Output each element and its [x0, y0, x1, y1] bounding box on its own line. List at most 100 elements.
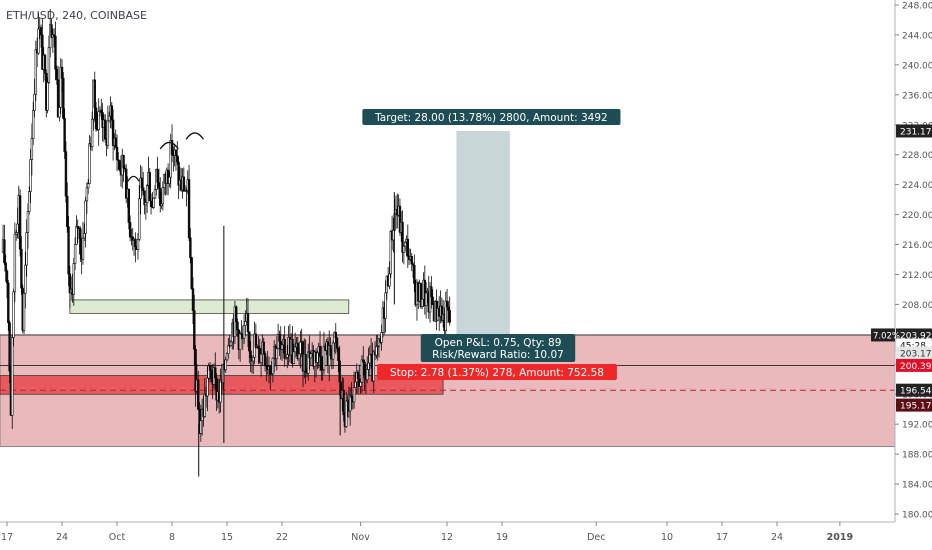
candle	[97, 111, 100, 130]
candle	[12, 291, 15, 338]
x-tick-label: 22	[276, 532, 288, 543]
candle	[207, 365, 210, 379]
candle	[148, 172, 151, 202]
candle	[257, 345, 260, 349]
y-tick-label: 208.00	[902, 301, 932, 311]
x-tick-label: Nov	[351, 532, 370, 543]
y-tick-label: 180.00	[902, 511, 932, 521]
candle	[59, 66, 62, 108]
candle	[428, 286, 432, 313]
candle	[236, 321, 239, 331]
candle	[54, 35, 57, 70]
candle	[83, 233, 86, 239]
candle	[76, 226, 79, 229]
price-tag: 195.17	[896, 398, 932, 412]
candle	[337, 347, 340, 361]
candle	[56, 79, 60, 118]
pnl-label-text: Risk/Reward Ratio: 10.07	[432, 349, 564, 361]
price-tag-text: 200.39	[900, 362, 932, 372]
x-tick-label: 24	[771, 532, 783, 543]
candle	[8, 322, 11, 372]
candle	[367, 362, 370, 370]
candle	[329, 345, 332, 357]
candle	[348, 395, 352, 412]
candle	[331, 342, 335, 360]
candle	[60, 66, 64, 79]
price-tag-bg	[896, 124, 932, 138]
candle	[339, 381, 343, 399]
candle	[85, 187, 89, 202]
price-tag-bg	[896, 346, 932, 360]
candle	[448, 309, 451, 323]
candle	[124, 168, 128, 199]
candle	[3, 239, 6, 264]
candle	[291, 338, 294, 364]
time-axis-bg	[0, 522, 932, 550]
candle	[144, 202, 148, 206]
candle	[81, 237, 85, 260]
candle	[413, 265, 416, 284]
price-tag: 203.92	[896, 328, 932, 342]
stop-label-text: Stop: 2.78 (1.37%) 278, Amount: 752.58	[390, 367, 604, 379]
candle	[252, 357, 255, 362]
price-tag-text: 203.17	[900, 350, 932, 360]
price-tag-text: 195.17	[900, 402, 932, 412]
x-tick-label: 17	[716, 532, 728, 543]
candle	[316, 352, 319, 363]
candle	[430, 286, 433, 298]
y-tick-label: 212.00	[902, 271, 932, 281]
price-tag-text: 196.54	[900, 387, 932, 397]
candle	[84, 200, 87, 234]
candle	[354, 381, 357, 388]
candle	[197, 379, 200, 410]
candle	[107, 115, 111, 122]
candle	[440, 305, 444, 321]
candle	[140, 177, 144, 189]
candle	[322, 345, 326, 370]
candle	[110, 105, 113, 121]
y-tick-label: 224.00	[902, 181, 932, 191]
candle	[90, 118, 94, 147]
candle	[238, 333, 242, 350]
candle	[321, 369, 324, 371]
candle	[229, 341, 233, 346]
candle	[296, 342, 299, 360]
candle	[345, 400, 348, 427]
price-tag: 203.17	[896, 346, 932, 360]
stop-label: Stop: 2.78 (1.37%) 278, Amount: 752.58	[377, 364, 617, 380]
top-arc	[127, 175, 140, 182]
x-tick-label: 17	[1, 532, 13, 543]
candle	[73, 244, 77, 264]
plot-area: Target: 28.00 (13.78%) 2800, Amount: 349…	[0, 9, 895, 477]
candle	[7, 282, 10, 323]
candle	[271, 357, 275, 375]
candle	[225, 353, 229, 361]
candle	[139, 177, 142, 200]
candle	[199, 420, 203, 434]
y-tick-label: 188.00	[902, 451, 932, 461]
y-tick-label: 240.00	[902, 61, 932, 71]
price-tag-bg	[896, 358, 932, 372]
pnl-label-text: Open P&L: 0.75, Qty: 89	[435, 337, 562, 349]
candle	[33, 93, 36, 111]
candle	[20, 248, 23, 289]
candle	[88, 143, 91, 184]
candle	[299, 341, 302, 355]
candle	[75, 226, 78, 245]
candle	[138, 198, 141, 240]
candle	[94, 107, 98, 130]
candle	[275, 348, 279, 360]
candle	[284, 357, 288, 359]
price-tag: 200.39	[896, 358, 932, 372]
candle	[259, 353, 263, 363]
candle	[26, 211, 30, 233]
y-tick-label: 236.00	[902, 91, 932, 101]
x-tick-label: 15	[221, 532, 233, 543]
candle	[263, 352, 267, 366]
candle	[365, 369, 369, 381]
candle	[350, 395, 353, 398]
candle	[4, 262, 7, 272]
candle	[161, 187, 165, 205]
candle	[24, 264, 27, 294]
